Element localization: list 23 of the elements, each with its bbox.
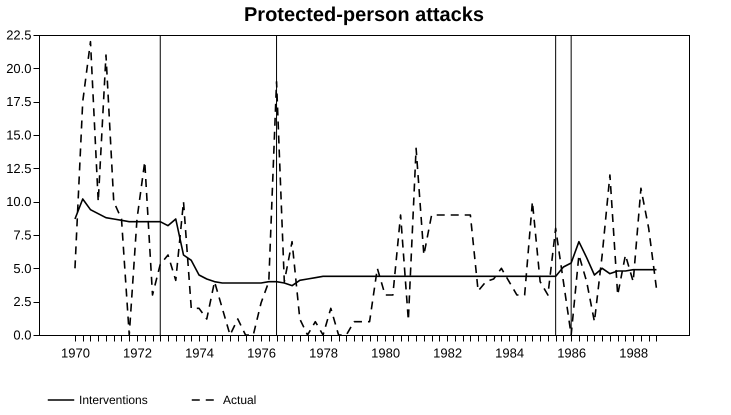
y-tick-label: 12.5 — [6, 160, 32, 176]
y-tick-label: 22.5 — [6, 28, 32, 42]
legend-label: Interventions — [79, 393, 148, 407]
x-tick-label: 1986 — [557, 346, 586, 360]
x-tick-label: 1974 — [185, 346, 214, 360]
y-tick-label: 15.0 — [6, 128, 32, 142]
y-tick-label: 20.0 — [6, 60, 32, 76]
x-tick-label: 1980 — [371, 346, 400, 360]
x-tick-label: 1988 — [619, 346, 648, 360]
y-tick-label: 7.5 — [13, 228, 32, 242]
y-tick-label: 5.0 — [13, 260, 32, 276]
x-tick-label: 1984 — [495, 346, 524, 360]
x-tick-label: 1982 — [433, 346, 462, 360]
chart-title: Protected-person attacks — [244, 4, 484, 26]
x-tick-label: 1970 — [61, 346, 90, 360]
y-tick-label: 10.0 — [6, 194, 32, 210]
x-tick-label: 1972 — [123, 346, 152, 360]
x-tick-label: 1976 — [247, 346, 276, 360]
legend-label: Actual — [223, 393, 256, 407]
y-tick-label: 0.0 — [13, 328, 32, 342]
y-tick-label: 17.5 — [6, 94, 32, 110]
x-tick-label: 1978 — [309, 346, 338, 360]
y-tick-label: 2.5 — [13, 294, 32, 310]
